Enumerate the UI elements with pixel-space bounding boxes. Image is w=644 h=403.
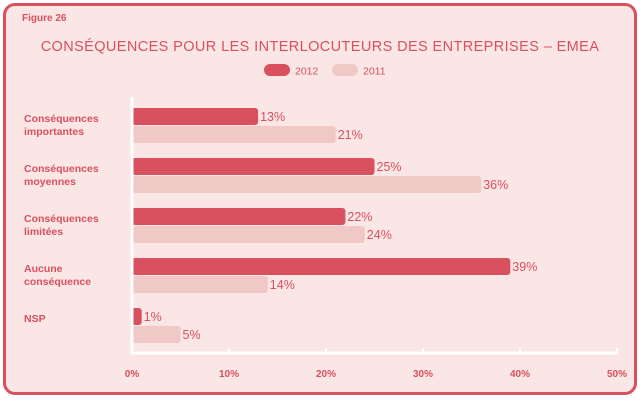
bar-2012-1 (132, 158, 375, 175)
category-label-line: conséquence (24, 276, 91, 288)
category-label-line: limitées (24, 226, 63, 238)
category-label-0: Conséquences importantes (24, 113, 99, 138)
category-label-2: Conséquences limitées (24, 213, 99, 238)
bar-2011-4 (132, 326, 181, 343)
legend-label-2011: 2011 (363, 66, 386, 78)
bar-2011-1 (132, 176, 482, 193)
bar-2011-2 (132, 226, 365, 243)
x-tick-label: 50% (607, 369, 627, 380)
value-label-2011-0: 21% (338, 128, 363, 142)
value-label-2011-3: 14% (270, 278, 295, 292)
value-labels: 13% 25% 22% 39% 1% 21% 36% 24% 14% 5% (144, 110, 538, 342)
category-label-line: Aucune (24, 263, 63, 275)
category-label-3: Aucune conséquence (24, 263, 91, 288)
bar-2012-3 (132, 258, 511, 275)
category-label-line: Conséquences (24, 213, 99, 225)
chart-frame: Figure 26 CONSÉQUENCES POUR LES INTERLOC… (3, 3, 637, 395)
category-label-1: Conséquences moyennes (24, 163, 99, 188)
category-label-line: importantes (24, 126, 84, 138)
category-label-line: moyennes (24, 176, 76, 188)
value-label-2011-1: 36% (483, 178, 508, 192)
legend-swatch-2012 (264, 64, 290, 76)
value-label-2012-2: 22% (347, 210, 372, 224)
x-tick-label: 30% (413, 369, 433, 380)
x-tick-label: 40% (510, 369, 530, 380)
value-label-2012-4: 1% (144, 310, 162, 324)
value-label-2012-1: 25% (377, 160, 402, 174)
bar-2012-4 (132, 308, 142, 325)
x-tick-label: 0% (125, 369, 140, 380)
value-label-2012-3: 39% (512, 260, 537, 274)
x-tick-label: 20% (316, 369, 336, 380)
value-label-2012-0: 13% (260, 110, 285, 124)
legend-label-2012: 2012 (295, 66, 319, 78)
bar-2012-2 (132, 208, 346, 225)
bar-2011-3 (132, 276, 268, 293)
value-label-2011-4: 5% (183, 328, 201, 342)
category-label-4: NSP (24, 313, 46, 325)
category-label-line: Conséquences (24, 113, 99, 125)
value-label-2011-2: 24% (367, 228, 392, 242)
figure-label: Figure 26 (22, 13, 67, 24)
bar-2011-0 (132, 126, 336, 143)
chart-legend: 2012 2011 (264, 64, 386, 78)
category-label-line: NSP (24, 313, 46, 325)
x-tick-label: 10% (219, 369, 239, 380)
category-label-line: Conséquences (24, 163, 99, 175)
x-axis: 0% 10% 20% 30% 40% 50% (125, 97, 627, 380)
chart-title: CONSÉQUENCES POUR LES INTERLOCUTEURS DES… (40, 39, 600, 55)
bar-2012-0 (132, 108, 259, 125)
legend-swatch-2011 (332, 64, 358, 76)
bars (132, 108, 511, 343)
